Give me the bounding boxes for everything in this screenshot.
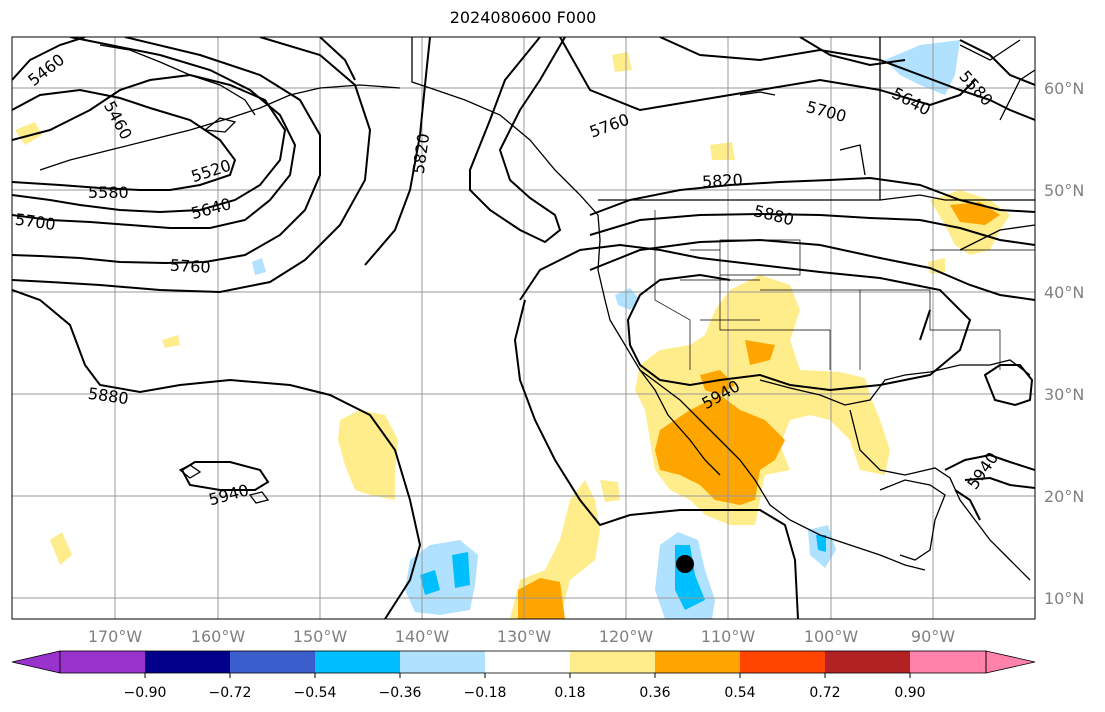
contour-label: 5760 bbox=[169, 256, 211, 277]
colorbar-tick-label: −0.54 bbox=[294, 685, 337, 701]
colorbar-frame bbox=[59, 650, 987, 674]
lon-label: 100°W bbox=[804, 627, 859, 646]
colorbar-tick-label: 0.90 bbox=[894, 685, 925, 701]
colorbar-bin bbox=[570, 651, 655, 673]
lon-label: 170°W bbox=[88, 627, 143, 646]
colorbar-tick-label: 0.36 bbox=[639, 685, 670, 701]
negative-anomaly-shading bbox=[252, 40, 960, 619]
colorbar-tick-label: −0.18 bbox=[464, 685, 507, 701]
colorbar-tick-label: 0.54 bbox=[724, 685, 755, 701]
lat-label: 60°N bbox=[1044, 79, 1084, 98]
height-contours bbox=[12, 37, 1035, 619]
colorbar: −0.90 −0.72 −0.54 −0.36 −0.18 0.18 0.36 … bbox=[11, 650, 1036, 701]
colorbar-bin bbox=[825, 651, 910, 673]
colorbar-tick-label: 0.72 bbox=[809, 685, 840, 701]
colorbar-bin bbox=[60, 651, 145, 673]
lat-label: 20°N bbox=[1044, 487, 1084, 506]
contour-label: 5820 bbox=[702, 170, 744, 191]
colorbar-tick-label: 0.18 bbox=[554, 685, 585, 701]
colorbar-bin bbox=[145, 651, 230, 673]
colorbar-ticks bbox=[144, 673, 911, 678]
contour-label: 5580 bbox=[88, 183, 129, 202]
longitude-labels: 170°W 160°W 150°W 140°W 130°W 120°W 110°… bbox=[88, 627, 955, 646]
colorbar-bin bbox=[740, 651, 825, 673]
colorbar-tick-label: −0.90 bbox=[124, 685, 167, 701]
colorbar-bin bbox=[315, 651, 400, 673]
colorbar-tick-label: −0.72 bbox=[209, 685, 252, 701]
lon-label: 90°W bbox=[911, 627, 955, 646]
colorbar-extend-low bbox=[11, 650, 61, 674]
plot-frame bbox=[11, 36, 1036, 620]
lon-label: 160°W bbox=[191, 627, 246, 646]
latitude-labels: 60°N 50°N 40°N 30°N 20°N 10°N bbox=[1044, 79, 1084, 608]
lon-label: 120°W bbox=[599, 627, 654, 646]
colorbar-tick-labels: −0.90 −0.72 −0.54 −0.36 −0.18 0.18 0.36 … bbox=[124, 685, 926, 701]
lon-label: 150°W bbox=[293, 627, 348, 646]
colorbar-extend-high bbox=[985, 650, 1036, 674]
colorbar-bin bbox=[910, 651, 986, 673]
lon-label: 130°W bbox=[497, 627, 552, 646]
colorbar-tick-label: −0.36 bbox=[379, 685, 422, 701]
lat-label: 30°N bbox=[1044, 385, 1084, 404]
lat-label: 10°N bbox=[1044, 589, 1084, 608]
lon-label: 110°W bbox=[701, 627, 756, 646]
colorbar-bin bbox=[655, 651, 740, 673]
colorbar-bin bbox=[230, 651, 315, 673]
lat-label: 50°N bbox=[1044, 181, 1084, 200]
lon-label: 140°W bbox=[395, 627, 450, 646]
colorbar-bin bbox=[400, 651, 485, 673]
location-marker bbox=[676, 555, 694, 573]
lat-label: 40°N bbox=[1044, 283, 1084, 302]
colorbar-bin bbox=[485, 651, 570, 673]
chart-title: 2024080600 F000 bbox=[449, 8, 597, 27]
